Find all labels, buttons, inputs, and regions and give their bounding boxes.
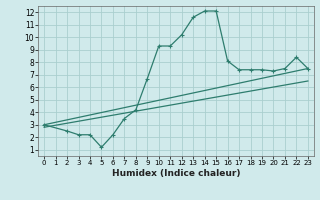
X-axis label: Humidex (Indice chaleur): Humidex (Indice chaleur)	[112, 169, 240, 178]
